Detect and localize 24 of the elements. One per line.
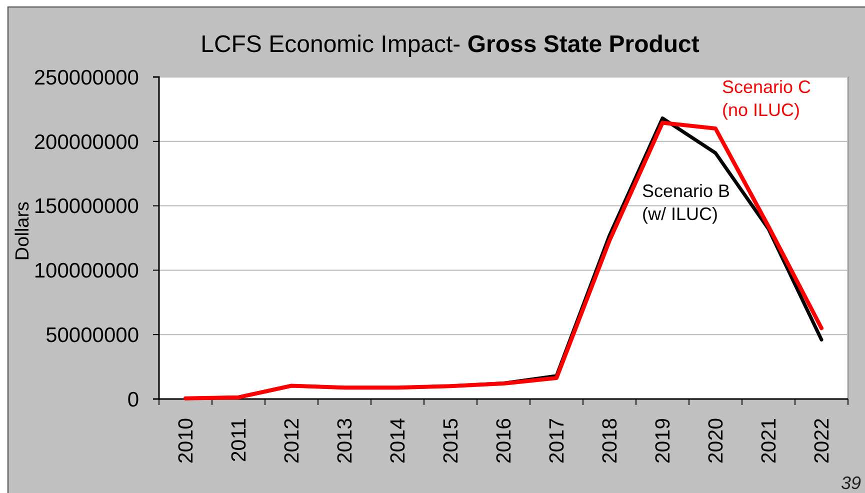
x-tick-label: 2022 bbox=[810, 418, 834, 464]
y-axis-title: Dollars bbox=[12, 201, 34, 261]
x-tick-label: 2010 bbox=[174, 418, 198, 464]
x-tick-label: 2012 bbox=[280, 418, 304, 464]
y-tick-label: 100000000 bbox=[34, 260, 139, 283]
y-tick-label: 0 bbox=[127, 388, 139, 412]
x-tick-label: 2016 bbox=[492, 418, 516, 464]
x-tick-label: 2020 bbox=[704, 418, 728, 464]
x-tick-label: 2018 bbox=[598, 418, 622, 464]
x-tick-label: 2017 bbox=[546, 418, 569, 464]
x-tick-label: 2011 bbox=[228, 418, 251, 462]
y-tick-label: 150000000 bbox=[34, 195, 139, 218]
x-tick-label: 2019 bbox=[652, 418, 675, 464]
x-tick-label: 2015 bbox=[440, 418, 463, 464]
x-tick-label: 2021 bbox=[758, 418, 781, 464]
chart-title: LCFS Economic Impact- Gross State Product bbox=[200, 31, 700, 58]
y-tick-label: 200000000 bbox=[34, 130, 139, 154]
series-label: Scenario C (no ILUC) bbox=[722, 77, 812, 120]
x-tick-label: 2014 bbox=[386, 418, 410, 464]
series-label: Scenario B (w/ ILUC) bbox=[642, 181, 730, 224]
x-tick-label: 2013 bbox=[334, 418, 357, 464]
text: 39 bbox=[840, 473, 861, 493]
y-tick-label: 50000000 bbox=[46, 324, 139, 347]
y-tick-label: 250000000 bbox=[34, 66, 139, 90]
